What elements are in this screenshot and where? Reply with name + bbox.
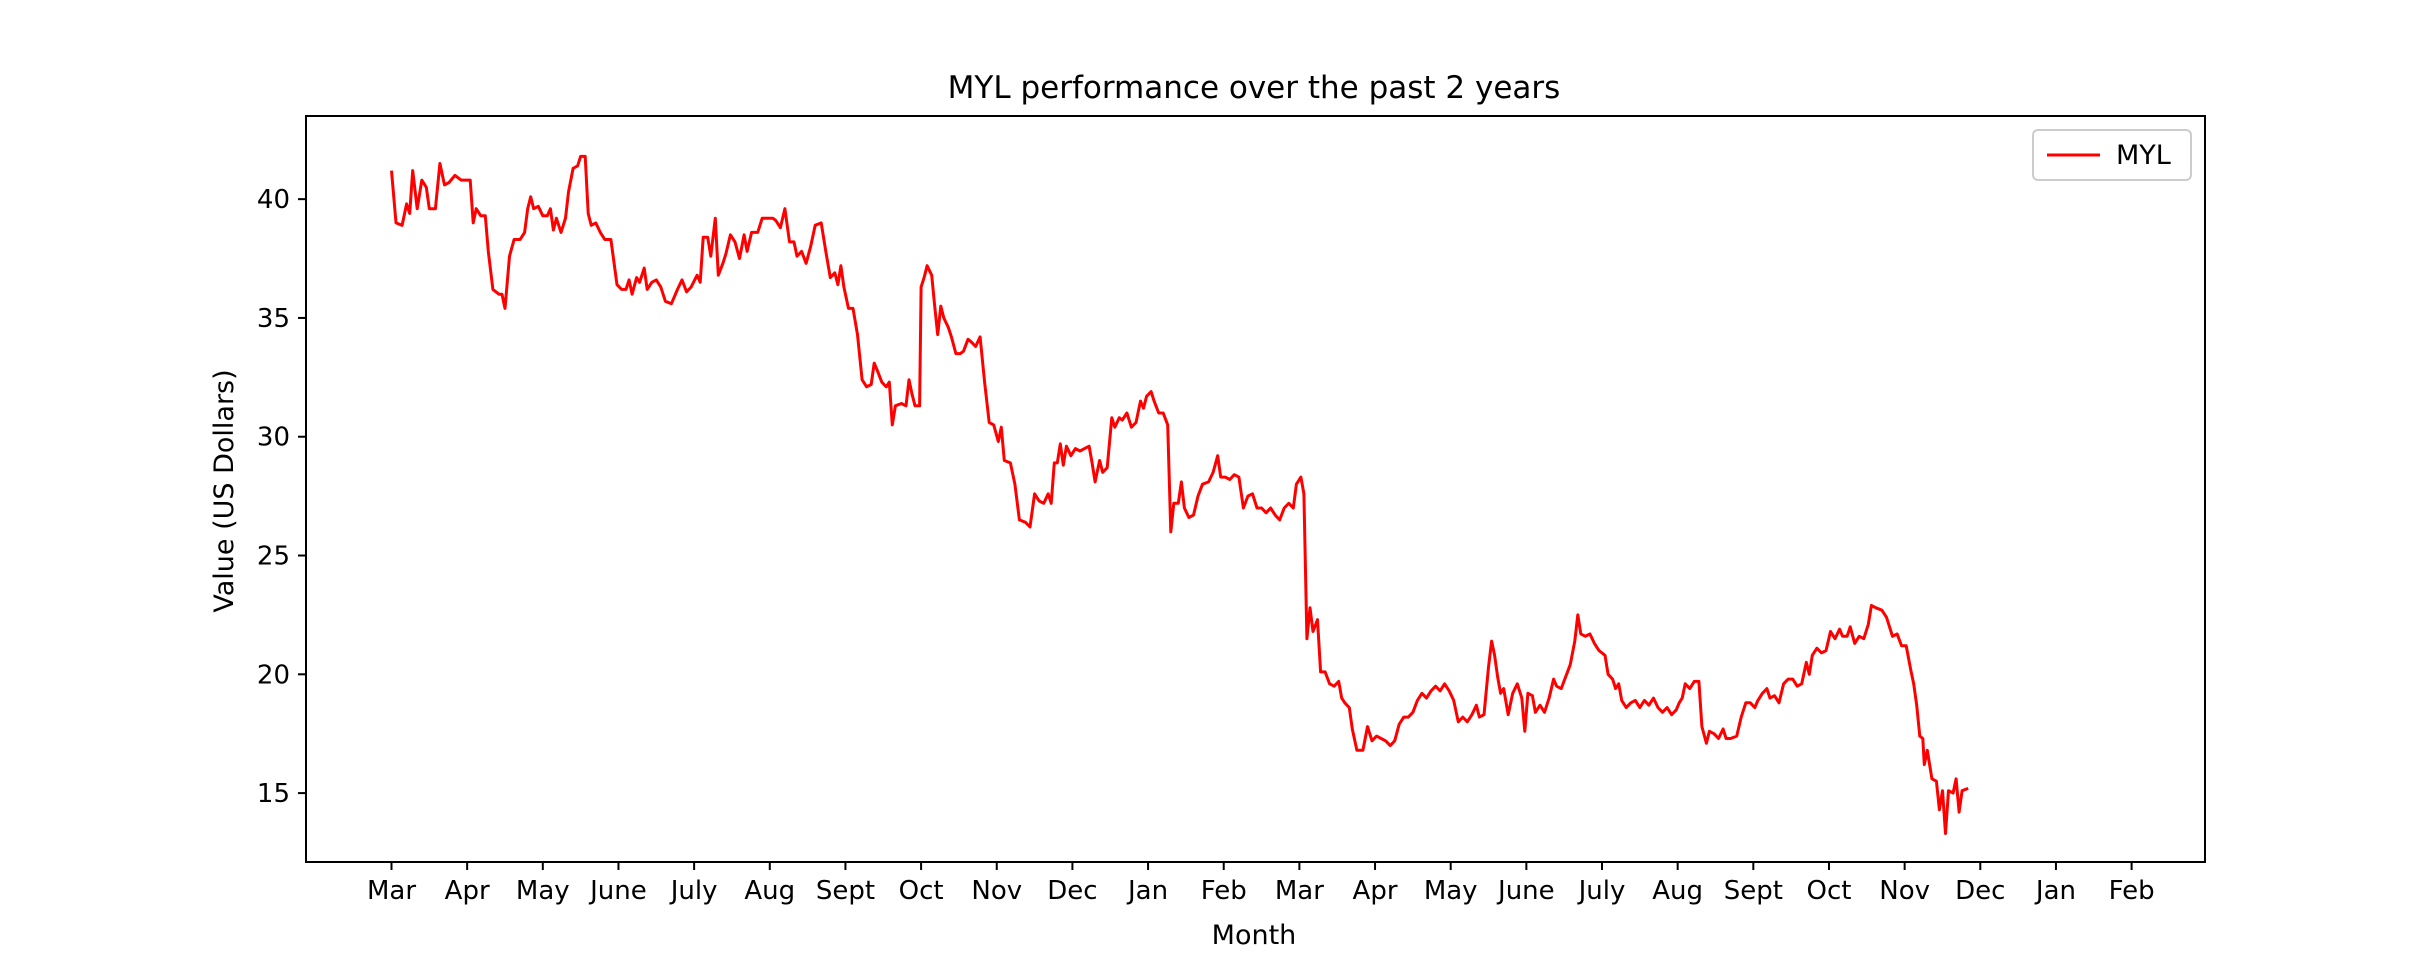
x-tick-label: Nov xyxy=(971,876,1022,906)
x-tick-label: Apr xyxy=(1353,876,1398,906)
legend-frame xyxy=(2032,129,2192,181)
x-tick-label: Apr xyxy=(445,876,490,906)
legend-label-myl: MYL xyxy=(2116,140,2171,171)
x-tick-label: Oct xyxy=(1806,876,1851,906)
y-tick-label: 30 xyxy=(257,423,290,453)
x-tick-label: July xyxy=(1577,876,1626,906)
y-tick-label: 40 xyxy=(257,185,290,215)
x-tick-label: Sept xyxy=(816,876,875,906)
series-layer xyxy=(390,154,1969,835)
x-tick-label: May xyxy=(1424,876,1478,906)
x-tick-label: June xyxy=(1496,876,1555,906)
y-tick-label: 20 xyxy=(257,660,290,690)
axes-frame xyxy=(305,115,2206,863)
plot-area xyxy=(305,115,2206,863)
x-tick-label: Jan xyxy=(1126,876,1168,906)
legend: MYL xyxy=(2032,129,2192,181)
y-tick-label: 15 xyxy=(257,779,290,809)
series-line-myl xyxy=(390,154,1969,835)
x-tick-label: Mar xyxy=(1275,876,1324,906)
x-tick-label: May xyxy=(516,876,570,906)
x-tick-label: Feb xyxy=(1201,876,1247,906)
chart-title: MYL performance over the past 2 years xyxy=(948,70,1561,106)
x-tick-label: Oct xyxy=(899,876,944,906)
x-tick-label: July xyxy=(669,876,718,906)
x-tick-label: Dec xyxy=(1047,876,1097,906)
x-tick-label: Aug xyxy=(744,876,795,906)
x-axis: Mar Apr May June July Aug Sept Oct Nov Dec Jan Feb M… xyxy=(367,862,2155,906)
x-tick-label: Feb xyxy=(2109,876,2155,906)
x-tick-label: Aug xyxy=(1652,876,1703,906)
x-tick-label: June xyxy=(588,876,647,906)
x-tick-label: Dec xyxy=(1955,876,2005,906)
y-tick-label: 25 xyxy=(257,542,290,572)
x-tick-label: Mar xyxy=(367,876,416,906)
x-tick-label: Sept xyxy=(1724,876,1783,906)
y-axis: 15 20 25 30 35 40 xyxy=(257,185,306,809)
x-tick-label: Jan xyxy=(2034,876,2076,906)
y-tick-label: 35 xyxy=(257,304,290,334)
x-tick-label: Nov xyxy=(1879,876,1930,906)
x-axis-label: Month xyxy=(1212,920,1297,951)
y-axis-label: Value (US Dollars) xyxy=(209,369,240,612)
